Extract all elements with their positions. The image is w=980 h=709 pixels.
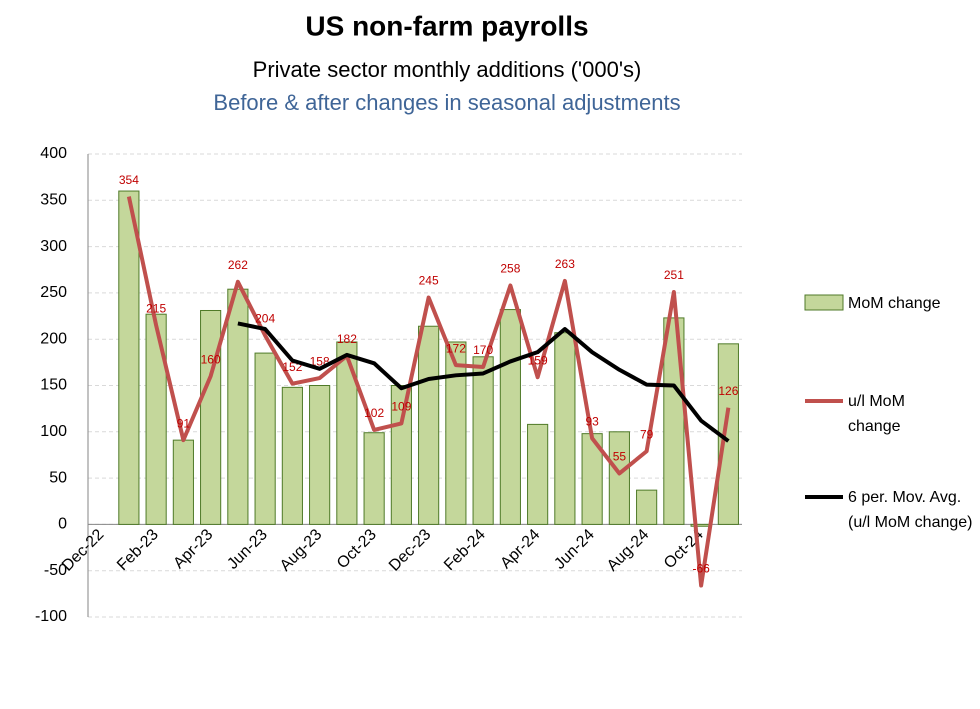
series-line: [237, 321, 730, 443]
y-tick-label: 350: [40, 192, 67, 209]
chart-subtitle-2: Before & after changes in seasonal adjus…: [213, 90, 680, 115]
bar: [309, 385, 331, 525]
x-tick-label: Aug-23: [277, 526, 326, 575]
data-label: 55: [613, 450, 627, 464]
bar: [254, 352, 276, 525]
data-label: 159: [528, 353, 548, 367]
bar: [336, 341, 358, 525]
bar: [200, 309, 222, 525]
bar: [472, 356, 494, 525]
y-tick-label: 50: [49, 469, 67, 486]
legend-swatch: [804, 294, 844, 311]
bar: [527, 423, 549, 525]
bar: [499, 309, 521, 525]
data-label: 182: [337, 332, 357, 346]
chart-subtitle: Private sector monthly additions ('000's…: [253, 57, 642, 82]
data-label: 215: [146, 301, 166, 315]
x-tick-label: Dec-23: [386, 526, 435, 575]
bar: [418, 325, 440, 525]
bar: [227, 288, 249, 525]
x-tick-label: Dec-22: [59, 526, 108, 575]
data-label: 160: [201, 352, 221, 366]
x-tick-label: Oct-23: [334, 526, 380, 572]
x-tick-label: Jun-23: [224, 526, 271, 573]
data-label: 79: [640, 427, 654, 441]
y-tick-label: 400: [40, 145, 67, 162]
data-label: 93: [585, 414, 599, 428]
data-label: 245: [419, 274, 439, 288]
bar: [145, 313, 167, 525]
bar: [390, 385, 412, 525]
x-tick-label: Jun-24: [551, 526, 598, 573]
data-label: 102: [364, 406, 384, 420]
y-tick-label: 250: [40, 284, 67, 301]
bar: [554, 332, 576, 525]
bar: [445, 341, 467, 525]
y-tick-label: 300: [40, 238, 67, 255]
data-label: 109: [391, 400, 411, 414]
bar: [608, 431, 630, 525]
bar: [281, 386, 303, 525]
chart-title: US non-farm payrolls: [305, 10, 588, 41]
y-tick-label: -100: [35, 608, 67, 625]
x-tick-label: Apr-23: [170, 526, 216, 572]
y-tick-label: 0: [58, 516, 67, 533]
legend-label: MoM change: [848, 295, 941, 312]
data-label: 91: [177, 416, 191, 430]
bar: [636, 489, 658, 525]
x-tick-label: Aug-24: [604, 526, 653, 575]
legend-label: u/l MoM change: [848, 393, 905, 435]
y-tick-label: 150: [40, 377, 67, 394]
legend-label: 6 per. Mov. Avg. (u/l MoM change): [848, 489, 973, 531]
data-label: 204: [255, 312, 275, 326]
data-label: 170: [473, 343, 493, 357]
data-label: 263: [555, 257, 575, 271]
x-tick-label: Feb-23: [114, 526, 162, 574]
data-label: 172: [446, 341, 466, 355]
bar: [172, 439, 194, 525]
series-line: [126, 196, 731, 588]
bar: [118, 190, 140, 525]
y-tick-label: 200: [40, 330, 67, 347]
data-label: -66: [692, 562, 710, 576]
data-label: 262: [228, 258, 248, 272]
y-tick-label: 100: [40, 423, 67, 440]
data-label: 251: [664, 268, 684, 282]
bar: [363, 432, 385, 525]
data-label: 354: [119, 173, 139, 187]
data-label: 126: [718, 384, 738, 398]
data-label: 258: [500, 262, 520, 276]
x-tick-label: Feb-24: [441, 526, 489, 574]
x-tick-label: Apr-24: [497, 526, 543, 572]
y-tick-label: -50: [44, 562, 67, 579]
